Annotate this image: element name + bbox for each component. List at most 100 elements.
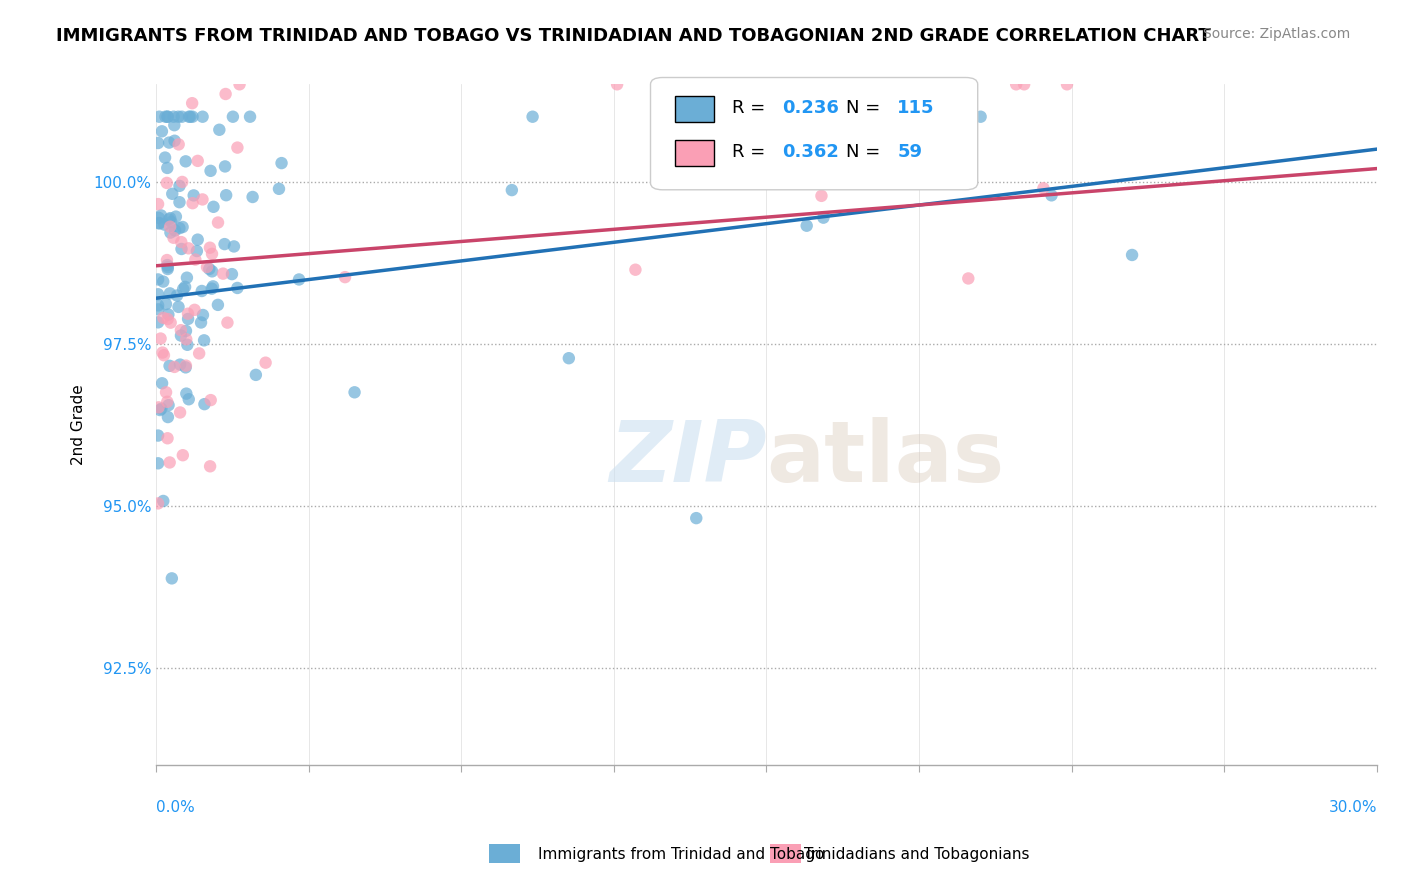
Point [146,315,169,329]
Point [152,310,174,325]
Point [747,110,769,124]
Point [217,316,239,330]
Point [146,456,169,470]
Point [153,348,176,362]
Point [152,345,174,359]
Point [150,209,173,223]
Point [165,210,187,224]
Point [333,270,356,285]
Point [159,316,181,330]
Point [198,262,221,277]
Point [181,196,204,211]
Text: Source: ZipAtlas.com: Source: ZipAtlas.com [1202,27,1350,41]
Point [267,182,290,196]
Point [226,281,249,295]
Text: 0.0%: 0.0% [156,799,195,814]
Point [174,154,197,169]
FancyBboxPatch shape [675,95,714,121]
Point [176,338,198,352]
Point [245,368,267,382]
Point [222,110,245,124]
Point [170,328,193,343]
Point [177,392,200,407]
Point [149,403,172,417]
Point [148,216,170,230]
Point [191,193,214,207]
Point [162,231,184,245]
Point [186,244,208,258]
Point [170,235,193,249]
Point [810,189,832,203]
Text: 30.0%: 30.0% [1329,799,1376,814]
Point [212,267,235,281]
Point [156,161,179,175]
Point [159,219,181,234]
Text: Trinidadians and Tobagonians: Trinidadians and Tobagonians [804,847,1029,862]
Point [201,282,224,296]
Text: Immigrants from Trinidad and Tobago: Immigrants from Trinidad and Tobago [538,847,825,862]
Point [159,226,181,240]
Point [159,455,181,469]
Point [157,308,180,322]
Point [813,211,835,225]
Point [159,286,181,301]
Point [183,188,205,202]
Point [169,178,191,193]
Point [174,324,197,338]
Point [191,284,214,298]
Point [167,110,190,124]
Point [156,110,179,124]
Point [169,195,191,210]
Point [155,297,177,311]
Point [156,260,179,275]
Point [172,282,194,296]
Point [202,200,225,214]
Point [1040,188,1063,202]
Point [172,220,194,235]
Point [146,287,169,301]
Point [343,385,366,400]
Point [156,253,179,268]
Point [191,110,214,124]
Point [156,431,179,445]
Point [159,359,181,373]
Point [157,136,180,150]
Point [152,494,174,508]
Point [176,270,198,285]
Point [169,405,191,419]
Point [188,346,211,360]
Y-axis label: 2nd Grade: 2nd Grade [72,384,86,465]
Point [167,137,190,152]
Point [163,223,186,237]
Point [882,99,904,113]
Point [150,401,173,416]
Point [146,428,169,442]
Point [187,153,209,168]
Point [796,219,818,233]
Point [181,110,204,124]
Point [228,78,250,92]
Point [201,264,224,278]
Text: 0.236: 0.236 [782,99,839,117]
Point [177,110,200,124]
Text: atlas: atlas [766,417,1005,500]
Point [155,385,177,400]
Point [150,376,173,391]
Point [162,110,184,124]
Point [1056,78,1078,92]
Point [156,410,179,425]
Point [148,110,170,124]
Point [148,302,170,317]
Point [177,241,200,255]
Point [214,237,236,252]
Point [198,241,221,255]
Text: R =: R = [733,99,772,117]
FancyBboxPatch shape [651,78,977,190]
Point [558,351,581,366]
Point [501,183,523,197]
Point [177,307,200,321]
Point [179,110,201,124]
Point [146,197,169,211]
Point [195,260,218,274]
Point [242,190,264,204]
